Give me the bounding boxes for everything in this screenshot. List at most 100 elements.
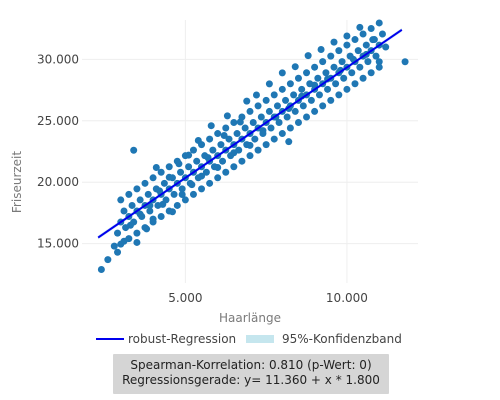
data-point — [375, 58, 383, 66]
data-point — [201, 152, 209, 160]
data-point — [311, 107, 319, 115]
data-point — [282, 96, 290, 104]
y-tick-labels: 15.000 20.000 25.000 30.000 — [37, 52, 79, 250]
data-point — [230, 163, 238, 171]
data-point — [178, 191, 186, 199]
data-point — [149, 218, 157, 226]
data-point — [138, 213, 146, 221]
data-point — [114, 229, 122, 237]
data-point — [173, 157, 181, 165]
data-point — [181, 152, 189, 160]
data-point — [265, 107, 273, 115]
data-point — [343, 85, 351, 93]
data-point — [378, 30, 386, 38]
data-point — [262, 141, 270, 149]
legend-regression-label: robust-Regression — [128, 332, 236, 346]
data-point — [270, 91, 278, 99]
data-point — [198, 185, 206, 193]
data-point — [214, 130, 222, 138]
data-point — [319, 58, 327, 66]
data-point — [259, 130, 267, 138]
data-point — [114, 248, 122, 256]
data-point — [210, 163, 218, 171]
legend-band-swatch — [246, 335, 274, 343]
data-point — [230, 118, 238, 126]
data-point — [356, 23, 364, 31]
data-point — [243, 97, 251, 105]
data-point — [125, 190, 133, 198]
data-point — [246, 152, 254, 160]
y-tick-label: 15.000 — [37, 237, 79, 251]
data-point — [186, 179, 194, 187]
data-point — [152, 163, 160, 171]
data-point — [275, 118, 283, 126]
x-tick-labels: 5.000 10.000 — [168, 291, 368, 305]
data-point — [254, 146, 262, 154]
data-point — [330, 63, 338, 71]
regression-equation-text: Regressionsgerade: y= 11.360 + x * 1.800 — [122, 373, 380, 387]
data-point — [327, 96, 335, 104]
data-point — [304, 52, 312, 60]
data-point — [193, 157, 201, 165]
data-point — [327, 52, 335, 60]
data-point — [133, 238, 141, 246]
data-point — [278, 130, 286, 138]
data-point — [286, 80, 294, 88]
data-point — [332, 80, 340, 88]
data-point — [372, 52, 380, 60]
data-point — [319, 102, 327, 110]
data-point — [330, 38, 338, 46]
data-point — [335, 47, 343, 55]
data-point — [291, 107, 299, 115]
data-point — [375, 63, 383, 71]
data-point — [202, 168, 210, 176]
data-point — [315, 91, 323, 99]
data-point — [273, 102, 281, 110]
data-point — [324, 85, 332, 93]
data-point — [222, 124, 230, 132]
data-point — [238, 113, 246, 121]
data-point — [251, 135, 259, 143]
data-point — [225, 135, 233, 143]
data-point — [209, 146, 217, 154]
data-point — [306, 80, 314, 88]
x-tick-label: 5.000 — [168, 291, 202, 305]
data-point — [283, 113, 291, 121]
y-axis-title: Friseurzeit — [10, 151, 24, 213]
data-point — [104, 256, 112, 264]
data-point — [185, 163, 193, 171]
data-point — [354, 47, 362, 55]
data-point — [290, 91, 298, 99]
data-point — [97, 265, 105, 273]
data-point — [367, 24, 375, 32]
data-point — [178, 185, 186, 193]
data-point — [343, 32, 351, 40]
data-point — [265, 80, 273, 88]
data-point — [303, 69, 311, 77]
data-point — [206, 179, 214, 187]
data-point — [181, 196, 189, 204]
data-point — [314, 74, 322, 82]
data-point — [335, 91, 343, 99]
data-point — [133, 229, 141, 237]
data-point — [125, 235, 133, 243]
y-tick-label: 30.000 — [37, 52, 79, 66]
data-point — [351, 80, 359, 88]
data-point — [291, 63, 299, 71]
data-point — [198, 141, 206, 149]
data-point — [257, 113, 265, 121]
data-point — [223, 112, 231, 120]
data-point — [278, 69, 286, 77]
data-point — [235, 146, 243, 154]
data-point — [343, 41, 351, 49]
statistics-box: Spearman-Korrelation: 0.810 (p-Wert: 0) … — [113, 354, 389, 394]
data-point — [356, 63, 364, 71]
data-point — [278, 85, 286, 93]
data-point — [270, 135, 278, 143]
data-point — [157, 168, 165, 176]
data-point — [375, 19, 383, 27]
data-point — [130, 218, 138, 226]
data-point — [238, 157, 246, 165]
spearman-correlation-text: Spearman-Korrelation: 0.810 (p-Wert: 0) — [130, 358, 372, 372]
data-point — [165, 163, 173, 171]
